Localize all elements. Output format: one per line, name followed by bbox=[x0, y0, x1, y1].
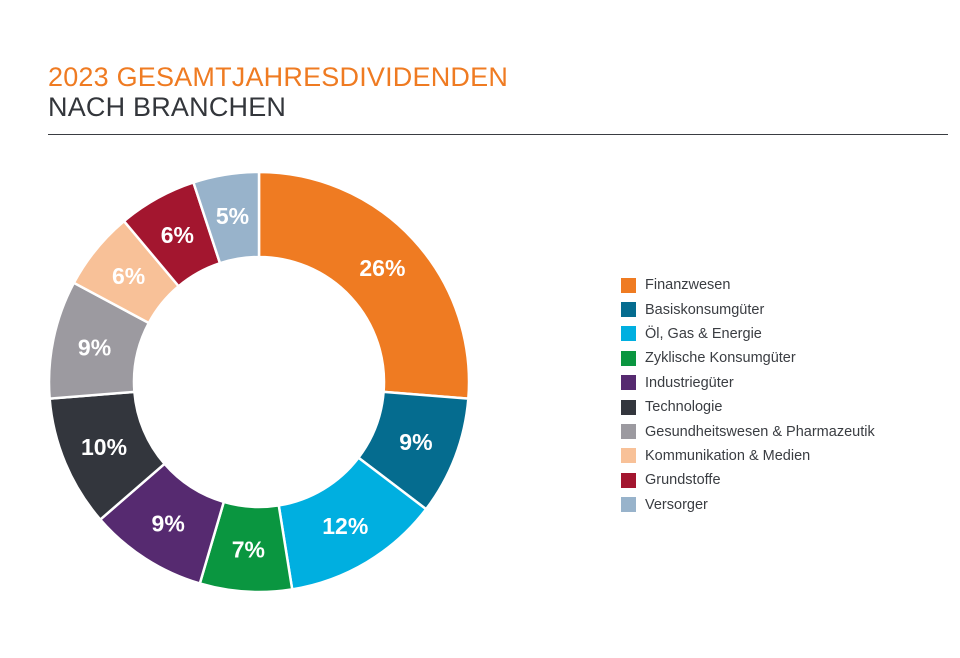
legend-item: Zyklische Konsumgüter bbox=[621, 346, 875, 370]
legend-label: Öl, Gas & Energie bbox=[645, 325, 762, 342]
legend-swatch bbox=[621, 350, 636, 366]
title-divider bbox=[48, 134, 948, 135]
legend-item: Finanzwesen bbox=[621, 273, 875, 297]
slice-label-4: 7% bbox=[232, 537, 265, 563]
legend-label: Grundstoffe bbox=[645, 472, 721, 489]
legend-label: Zyklische Konsumgüter bbox=[645, 350, 796, 367]
legend-swatch bbox=[621, 448, 636, 464]
legend-item: Öl, Gas & Energie bbox=[621, 322, 875, 346]
slice-10 bbox=[191, 170, 261, 265]
slice-1 bbox=[257, 170, 471, 400]
legend-item: Industriegüter bbox=[621, 371, 875, 395]
legend-item: Grundstoffe bbox=[621, 468, 875, 492]
legend-label: Kommunikation & Medien bbox=[645, 447, 811, 464]
chart-legend: Finanzwesen Basiskonsumgüter Öl, Gas & Ene… bbox=[621, 273, 875, 517]
slice-label-9: 6% bbox=[161, 222, 194, 248]
legend-label: Gesundheitswesen & Pharmazeutik bbox=[645, 423, 875, 440]
title-line-1: 2023 GESAMTJAHRESDIVIDENDEN bbox=[48, 62, 509, 92]
slice-label-5: 9% bbox=[152, 510, 185, 536]
legend-item: Technologie bbox=[621, 395, 875, 419]
legend-swatch bbox=[621, 472, 636, 488]
slice-label-8: 6% bbox=[112, 263, 145, 289]
chart-title: 2023 GESAMTJAHRESDIVIDENDEN NACH BRANCHE… bbox=[48, 62, 508, 122]
legend-label: Basiskonsumgüter bbox=[645, 301, 765, 318]
legend-swatch bbox=[621, 302, 636, 318]
title-line-2: NACH BRANCHEN bbox=[48, 92, 287, 122]
legend-swatch bbox=[621, 424, 636, 440]
slice-label-7: 9% bbox=[78, 335, 111, 361]
legend-item: Versorger bbox=[621, 493, 875, 517]
legend-swatch bbox=[621, 326, 636, 342]
legend-label: Industriegüter bbox=[645, 374, 734, 391]
legend-item: Kommunikation & Medien bbox=[621, 444, 875, 468]
slice-label-6: 10% bbox=[81, 434, 127, 460]
legend-label: Technologie bbox=[645, 399, 723, 416]
legend-swatch bbox=[621, 375, 636, 391]
slice-label-10: 5% bbox=[216, 203, 249, 229]
legend-item: Gesundheitswesen & Pharmazeutik bbox=[621, 419, 875, 443]
slice-label-2: 9% bbox=[399, 429, 432, 455]
legend-swatch bbox=[621, 497, 636, 513]
slice-label-1: 26% bbox=[359, 255, 405, 281]
legend-item: Basiskonsumgüter bbox=[621, 297, 875, 321]
legend-label: Finanzwesen bbox=[645, 277, 731, 294]
legend-label: Versorger bbox=[645, 496, 708, 513]
slice-label-3: 12% bbox=[322, 513, 368, 539]
legend-swatch bbox=[621, 399, 636, 415]
legend-swatch bbox=[621, 277, 636, 293]
